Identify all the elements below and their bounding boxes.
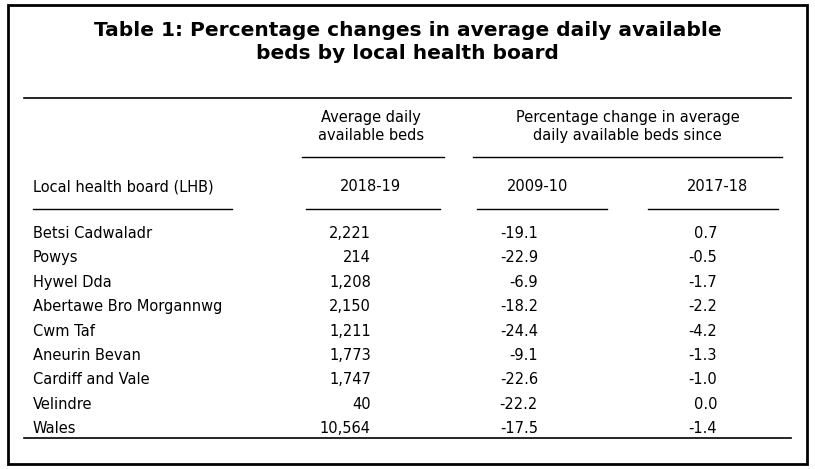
Text: -17.5: -17.5 bbox=[500, 421, 538, 436]
Text: 2017-18: 2017-18 bbox=[686, 179, 748, 194]
Text: 1,208: 1,208 bbox=[329, 275, 371, 290]
Text: 1,773: 1,773 bbox=[329, 348, 371, 363]
Text: -4.2: -4.2 bbox=[689, 324, 717, 339]
Text: 10,564: 10,564 bbox=[319, 421, 371, 436]
Text: -22.9: -22.9 bbox=[500, 250, 538, 265]
Text: Wales: Wales bbox=[33, 421, 76, 436]
Text: -9.1: -9.1 bbox=[509, 348, 538, 363]
Text: 1,747: 1,747 bbox=[329, 372, 371, 387]
Text: -1.3: -1.3 bbox=[689, 348, 717, 363]
Text: -18.2: -18.2 bbox=[500, 299, 538, 314]
Text: -22.2: -22.2 bbox=[500, 397, 538, 412]
Text: 2009-10: 2009-10 bbox=[507, 179, 569, 194]
Text: -6.9: -6.9 bbox=[509, 275, 538, 290]
Text: Aneurin Bevan: Aneurin Bevan bbox=[33, 348, 140, 363]
Text: -22.6: -22.6 bbox=[500, 372, 538, 387]
Text: -1.0: -1.0 bbox=[689, 372, 717, 387]
Text: Betsi Cadwaladr: Betsi Cadwaladr bbox=[33, 226, 152, 241]
Text: 1,211: 1,211 bbox=[329, 324, 371, 339]
Text: Hywel Dda: Hywel Dda bbox=[33, 275, 112, 290]
Text: Abertawe Bro Morgannwg: Abertawe Bro Morgannwg bbox=[33, 299, 222, 314]
Text: -2.2: -2.2 bbox=[689, 299, 717, 314]
Text: Velindre: Velindre bbox=[33, 397, 92, 412]
Text: Average daily
available beds: Average daily available beds bbox=[318, 110, 424, 143]
Text: 2,150: 2,150 bbox=[329, 299, 371, 314]
Text: Local health board (LHB): Local health board (LHB) bbox=[33, 179, 214, 194]
Text: -1.4: -1.4 bbox=[689, 421, 717, 436]
Text: Percentage change in average
daily available beds since: Percentage change in average daily avail… bbox=[516, 110, 739, 143]
Text: -0.5: -0.5 bbox=[689, 250, 717, 265]
Text: -19.1: -19.1 bbox=[500, 226, 538, 241]
Text: 2018-19: 2018-19 bbox=[341, 179, 401, 194]
Text: -24.4: -24.4 bbox=[500, 324, 538, 339]
Text: Table 1: Percentage changes in average daily available
beds by local health boar: Table 1: Percentage changes in average d… bbox=[94, 21, 721, 63]
Text: 0.0: 0.0 bbox=[694, 397, 717, 412]
Text: 0.7: 0.7 bbox=[694, 226, 717, 241]
Text: Powys: Powys bbox=[33, 250, 78, 265]
Text: 40: 40 bbox=[352, 397, 371, 412]
Text: 2,221: 2,221 bbox=[328, 226, 371, 241]
Text: Cwm Taf: Cwm Taf bbox=[33, 324, 95, 339]
Text: 214: 214 bbox=[343, 250, 371, 265]
Text: Cardiff and Vale: Cardiff and Vale bbox=[33, 372, 149, 387]
Text: -1.7: -1.7 bbox=[689, 275, 717, 290]
